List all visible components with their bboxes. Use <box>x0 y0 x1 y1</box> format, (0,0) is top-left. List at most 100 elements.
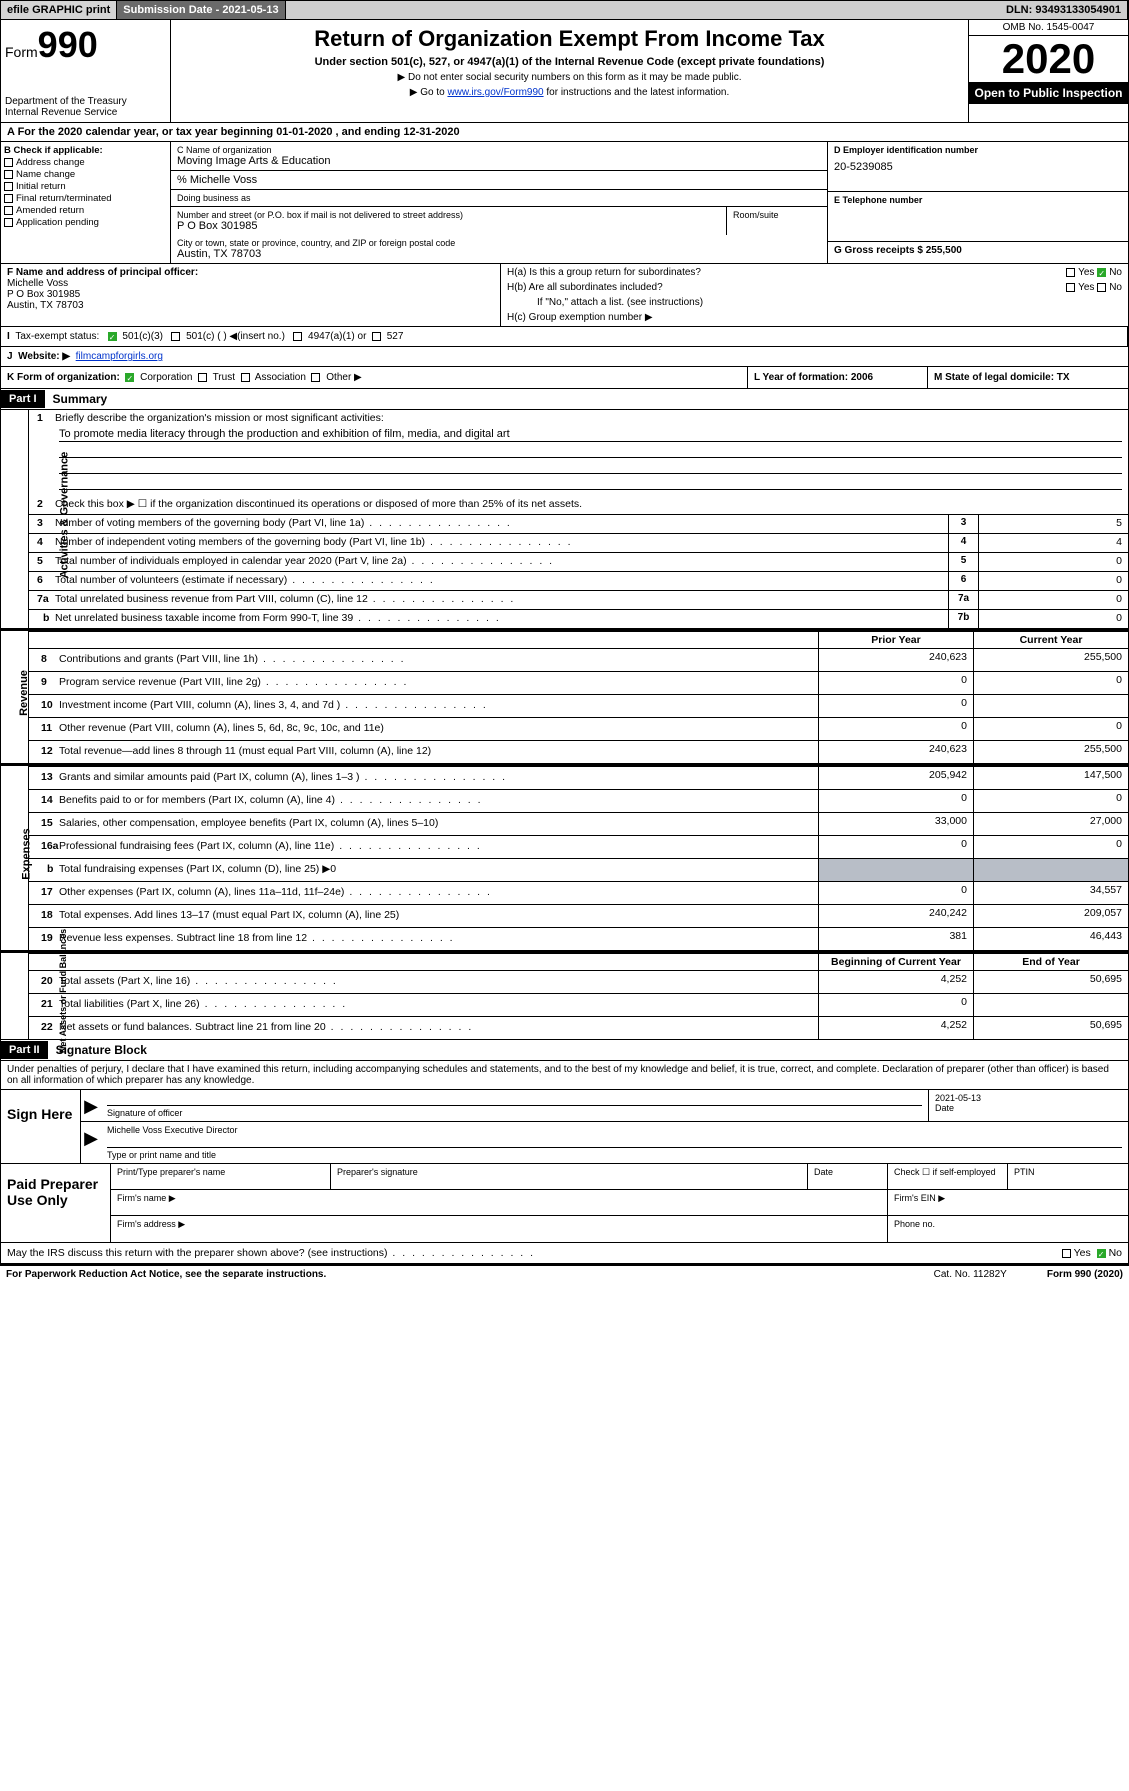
form-prefix: Form <box>5 44 38 60</box>
chk-discuss-no[interactable]: ✓ <box>1097 1249 1106 1258</box>
submission-date: Submission Date - 2021-05-13 <box>117 1 285 19</box>
section-b: B Check if applicable: Address change Na… <box>1 142 171 263</box>
form-subtitle: Under section 501(c), 527, or 4947(a)(1)… <box>177 56 962 68</box>
vtab-netassets: Net Assets or Fund Balances <box>1 953 29 1039</box>
line15-desc: Salaries, other compensation, employee b… <box>59 817 810 829</box>
chk-association[interactable] <box>241 373 250 382</box>
address-label: Number and street (or P.O. box if mail i… <box>177 210 720 220</box>
line3-val: 5 <box>978 515 1128 533</box>
chk-other[interactable] <box>311 373 320 382</box>
city-label: City or town, state or province, country… <box>177 238 821 248</box>
discuss-row: May the IRS discuss this return with the… <box>0 1243 1129 1264</box>
h-a-label: H(a) Is this a group return for subordin… <box>507 267 701 278</box>
discuss-question: May the IRS discuss this return with the… <box>7 1247 1062 1259</box>
chk-corporation[interactable]: ✓ <box>125 373 134 382</box>
gross-receipts: G Gross receipts $ 255,500 <box>828 242 1128 259</box>
ein-label: D Employer identification number <box>834 145 1122 155</box>
part1-header: Part I <box>1 390 45 408</box>
org-name: Moving Image Arts & Education <box>177 155 821 167</box>
line14-py: 0 <box>818 790 973 812</box>
line5-val: 0 <box>978 553 1128 571</box>
signature-label: Signature of officer <box>107 1105 922 1118</box>
chk-discuss-yes[interactable] <box>1062 1249 1071 1258</box>
line8-py: 240,623 <box>818 649 973 671</box>
chk-501c3[interactable]: ✓ <box>108 332 117 341</box>
line6-val: 0 <box>978 572 1128 590</box>
instructions-link[interactable]: www.irs.gov/Form990 <box>447 87 543 98</box>
line22-desc: Net assets or fund balances. Subtract li… <box>59 1021 810 1033</box>
section-i: I Tax-exempt status: ✓ 501(c)(3) 501(c) … <box>1 327 1128 346</box>
line15-py: 33,000 <box>818 813 973 835</box>
vtab-expenses: Expenses <box>1 766 29 950</box>
line19-cy: 46,443 <box>973 928 1128 950</box>
chk-trust[interactable] <box>198 373 207 382</box>
beg-year-hdr: Beginning of Current Year <box>818 954 973 970</box>
phone-label: E Telephone number <box>834 195 1122 205</box>
dept-2: Internal Revenue Service <box>5 107 166 118</box>
line17-cy: 34,557 <box>973 882 1128 904</box>
line21-py: 0 <box>818 994 973 1016</box>
line5-desc: Total number of individuals employed in … <box>55 555 944 567</box>
chk-address-change[interactable]: Address change <box>4 157 167 168</box>
line22-py: 4,252 <box>818 1017 973 1039</box>
line20-py: 4,252 <box>818 971 973 993</box>
line19-desc: Revenue less expenses. Subtract line 18 … <box>59 932 810 944</box>
prep-sig-label: Preparer's signature <box>331 1164 808 1189</box>
paid-preparer-label: Paid Preparer Use Only <box>1 1164 111 1242</box>
arrow-icon: ▶ <box>81 1122 101 1163</box>
section-m: M State of legal domicile: TX <box>928 367 1128 388</box>
officer-name: Michelle Voss <box>7 278 494 289</box>
chk-amended-return[interactable]: Amended return <box>4 205 167 216</box>
firm-ein-label: Firm's EIN ▶ <box>888 1190 1128 1215</box>
ein-value: 20-5239085 <box>834 161 1122 173</box>
line11-desc: Other revenue (Part VIII, column (A), li… <box>59 722 810 734</box>
note-1: ▶ Do not enter social security numbers o… <box>177 72 962 83</box>
chk-4947[interactable] <box>293 332 302 341</box>
officer-name-title: Michelle Voss Executive Director <box>107 1125 1122 1135</box>
chk-application-pending[interactable]: Application pending <box>4 217 167 228</box>
line1-desc: Briefly describe the organization's miss… <box>55 412 1124 424</box>
dept-1: Department of the Treasury <box>5 96 166 107</box>
part1-title: Summary <box>45 389 116 409</box>
firm-name-label: Firm's name ▶ <box>111 1190 888 1215</box>
line16b-desc: Total fundraising expenses (Part IX, col… <box>59 863 810 875</box>
line16a-py: 0 <box>818 836 973 858</box>
chk-527[interactable] <box>372 332 381 341</box>
tax-year-large: 2020 <box>969 36 1128 82</box>
line17-py: 0 <box>818 882 973 904</box>
org-name-label: C Name of organization <box>177 145 821 155</box>
city: Austin, TX 78703 <box>177 248 821 260</box>
room-suite-label: Room/suite <box>727 207 827 235</box>
mission-text: To promote media literacy through the pr… <box>59 428 1122 442</box>
line18-py: 240,242 <box>818 905 973 927</box>
sign-here-label: Sign Here <box>1 1090 81 1163</box>
line14-cy: 0 <box>973 790 1128 812</box>
firm-phone-label: Phone no. <box>888 1216 1128 1242</box>
line18-desc: Total expenses. Add lines 13–17 (must eq… <box>59 909 810 921</box>
chk-initial-return[interactable]: Initial return <box>4 181 167 192</box>
website-link[interactable]: filmcampforgirls.org <box>76 351 163 362</box>
section-de: D Employer identification number 20-5239… <box>828 142 1128 263</box>
form-title: Return of Organization Exempt From Incom… <box>177 26 962 52</box>
care-of: % Michelle Voss <box>177 174 821 186</box>
chk-501c[interactable] <box>171 332 180 341</box>
line10-py: 0 <box>818 695 973 717</box>
efile-button[interactable]: efile GRAPHIC print <box>1 1 117 19</box>
chk-name-change[interactable]: Name change <box>4 169 167 180</box>
line4-desc: Number of independent voting members of … <box>55 536 944 548</box>
line20-desc: Total assets (Part X, line 16) <box>59 975 810 987</box>
officer-addr1: P O Box 301985 <box>7 289 494 300</box>
chk-final-return[interactable]: Final return/terminated <box>4 193 167 204</box>
paperwork-notice: For Paperwork Reduction Act Notice, see … <box>6 1269 326 1280</box>
line14-desc: Benefits paid to or for members (Part IX… <box>59 794 810 806</box>
line8-cy: 255,500 <box>973 649 1128 671</box>
line7b-desc: Net unrelated business taxable income fr… <box>55 612 944 624</box>
form-header: Form990 Department of the Treasury Inter… <box>0 20 1129 123</box>
end-year-hdr: End of Year <box>973 954 1128 970</box>
part2-header: Part II <box>1 1041 48 1059</box>
line9-py: 0 <box>818 672 973 694</box>
line12-desc: Total revenue—add lines 8 through 11 (mu… <box>59 745 810 757</box>
prior-year-hdr: Prior Year <box>818 632 973 648</box>
line21-desc: Total liabilities (Part X, line 26) <box>59 998 810 1010</box>
line7b-val: 0 <box>978 610 1128 628</box>
